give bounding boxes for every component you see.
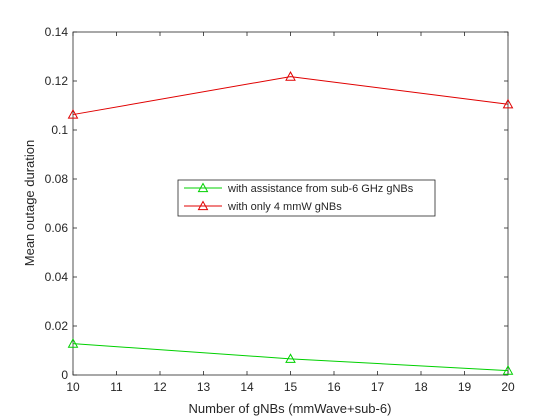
legend-marker-series-1 xyxy=(197,182,209,193)
y-axis-label: Mean outage duration xyxy=(22,140,37,266)
legend: with assistance from sub-6 GHz gNBs with… xyxy=(177,179,436,217)
series-group xyxy=(67,71,514,375)
x-tick-label: 12 xyxy=(153,380,167,394)
legend-box xyxy=(177,179,436,217)
y-tick-label: 0.14 xyxy=(45,25,69,39)
x-tick-label: 11 xyxy=(110,380,123,394)
data-point-series-2 xyxy=(502,98,514,109)
x-tick-label: 16 xyxy=(327,380,341,394)
legend-marker-series-2 xyxy=(197,200,209,211)
data-point-series-2 xyxy=(285,71,296,81)
data-point-series-1 xyxy=(67,338,79,348)
y-axis: 0 0.02 0.04 0.06 0.08 0.1 0.12 0.14 xyxy=(45,25,508,382)
data-point-series-1 xyxy=(285,353,296,363)
x-tick-label: 17 xyxy=(371,380,385,394)
data-point-series-2 xyxy=(67,109,79,119)
y-tick-label: 0.04 xyxy=(45,270,69,284)
x-tick-label: 19 xyxy=(458,380,472,394)
x-tick-label: 15 xyxy=(284,380,298,394)
x-tick-label: 18 xyxy=(414,380,428,394)
x-axis: 10 11 12 13 14 15 16 17 18 19 20 xyxy=(66,32,515,394)
data-point-series-1 xyxy=(502,365,514,375)
y-tick-label: 0.08 xyxy=(45,172,69,186)
y-tick-label: 0.02 xyxy=(45,319,69,333)
legend-label-series-2: with only 4 mmW gNBs xyxy=(227,201,342,213)
series-line-1 xyxy=(72,343,509,372)
y-tick-label: 0.1 xyxy=(51,123,68,137)
y-tick-label: 0.06 xyxy=(45,221,69,235)
legend-label-series-1: with assistance from sub-6 GHz gNBs xyxy=(227,183,414,195)
series-line-2 xyxy=(72,76,509,116)
x-tick-label: 10 xyxy=(66,380,80,394)
x-tick-label: 14 xyxy=(240,380,254,394)
x-tick-label: 20 xyxy=(501,380,515,394)
y-tick-label: 0 xyxy=(61,368,68,382)
y-tick-label: 0.12 xyxy=(45,74,69,88)
x-tick-label: 13 xyxy=(197,380,211,394)
x-axis-label: Number of gNBs (mmWave+sub-6) xyxy=(189,401,392,416)
